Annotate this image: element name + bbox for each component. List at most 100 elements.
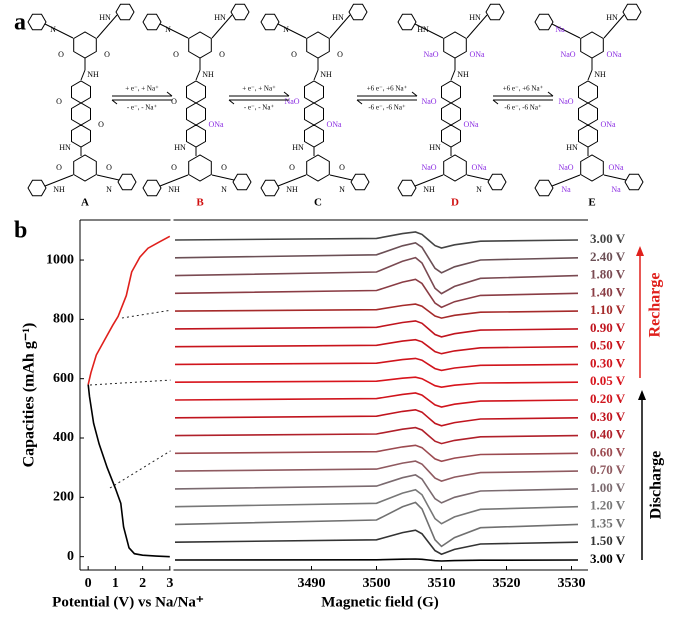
arrow-label: + e⁻, + Na⁺	[242, 85, 276, 93]
atom-label: O	[58, 50, 64, 59]
trace-label: 0.90 V	[590, 320, 626, 335]
atom-label: O	[221, 163, 227, 172]
bond	[159, 23, 189, 39]
atom-label: O	[98, 120, 104, 129]
bond	[603, 174, 627, 181]
y-tick-label: 800	[53, 312, 74, 327]
ring	[580, 154, 604, 182]
atom-label: Na	[611, 185, 621, 194]
x-tick-label: 3530	[558, 576, 586, 591]
atom-label: NaO	[423, 50, 438, 59]
panel-label: b	[14, 218, 27, 244]
trace-label: 0.30 V	[590, 355, 626, 370]
capacity-curve	[87, 235, 171, 385]
bond	[277, 174, 307, 187]
x-tick-label: 3500	[363, 576, 391, 591]
atom-label: HN	[566, 143, 578, 152]
trace-label: 0.70 V	[590, 462, 626, 477]
arrow-head	[228, 99, 235, 105]
bond	[466, 174, 490, 181]
trace-label: 1.80 V	[590, 267, 626, 282]
atom-label: ONa	[463, 120, 479, 129]
epr-trace	[174, 231, 579, 249]
atom-label: Na	[561, 185, 571, 194]
atom-label: HN	[429, 143, 441, 152]
ring	[73, 154, 97, 182]
bond	[313, 69, 319, 81]
trace-label: 0.20 V	[590, 391, 626, 406]
atom-label: NaO	[421, 97, 436, 106]
bond	[44, 23, 74, 39]
ring	[186, 102, 206, 126]
epr-trace	[174, 426, 579, 445]
connector-lines	[89, 309, 173, 489]
arrow-head	[492, 99, 499, 105]
atom-label: ONa	[469, 50, 485, 59]
atom-label: NH	[53, 185, 65, 194]
ring	[441, 80, 461, 104]
ring	[580, 31, 604, 59]
ring	[306, 154, 330, 182]
atom-label: O	[56, 97, 62, 106]
atom-label: ONa	[600, 120, 616, 129]
ring	[71, 124, 91, 148]
ring	[485, 3, 505, 21]
atom-label: O	[339, 163, 345, 172]
structure-label: D	[451, 197, 459, 209]
atom-label: N	[50, 25, 56, 34]
ring	[306, 31, 330, 59]
y-axis-title: Capacities (mAh g⁻¹)	[21, 323, 38, 468]
bond	[414, 174, 444, 187]
trace-label: 3.00 V	[590, 551, 626, 566]
x-tick-label: 3490	[298, 576, 326, 591]
bond	[551, 23, 581, 39]
atom-label: ONa	[326, 120, 342, 129]
annotation: Recharge	[647, 273, 664, 338]
atom-label: HN	[606, 13, 618, 22]
ring	[71, 102, 91, 126]
ring	[115, 3, 135, 21]
ring	[624, 173, 644, 191]
atom-label: O	[171, 97, 177, 106]
bond	[195, 69, 201, 81]
atom-label: NaO	[560, 50, 575, 59]
ring	[188, 31, 212, 59]
epr-trace	[174, 408, 579, 427]
ring	[117, 173, 137, 191]
x-axis-title: Magnetic field (G)	[321, 594, 438, 610]
atom-label: NH	[423, 185, 435, 194]
ring	[350, 173, 370, 191]
annotation: Discharge	[648, 451, 665, 519]
atom-label: NaO	[421, 163, 436, 172]
y-tick-label: 1000	[46, 252, 74, 267]
ring	[27, 13, 47, 31]
atom-label: NH	[168, 185, 180, 194]
y-tick-label: 400	[53, 430, 74, 445]
arrow-head	[166, 91, 173, 97]
bond	[551, 174, 581, 187]
atom-label: N	[165, 25, 171, 34]
epr-trace	[174, 338, 579, 355]
structure-label: C	[314, 197, 322, 209]
ring	[348, 3, 368, 21]
bond	[329, 14, 351, 39]
epr-trace	[174, 278, 579, 309]
connector	[89, 379, 173, 386]
bond	[414, 23, 444, 39]
trace-label: 1.00 V	[590, 480, 626, 495]
arrow-label: + e⁻, + Na⁺	[125, 85, 159, 93]
atom-label: ONa	[208, 120, 224, 129]
arrow-label: +6 e⁻, +6 Na⁺	[503, 85, 544, 93]
epr-trace	[174, 357, 579, 372]
atom-label: NH	[286, 185, 298, 194]
y-tick-label: 200	[53, 490, 74, 505]
ring	[304, 102, 324, 126]
epr-trace	[174, 460, 579, 482]
atom-label: O	[291, 50, 297, 59]
trace-label: 1.10 V	[590, 302, 626, 317]
epr-trace	[174, 320, 579, 338]
y-tick-label: 0	[67, 549, 74, 564]
trace-label: 1.50 V	[590, 533, 626, 548]
ring	[397, 13, 417, 31]
